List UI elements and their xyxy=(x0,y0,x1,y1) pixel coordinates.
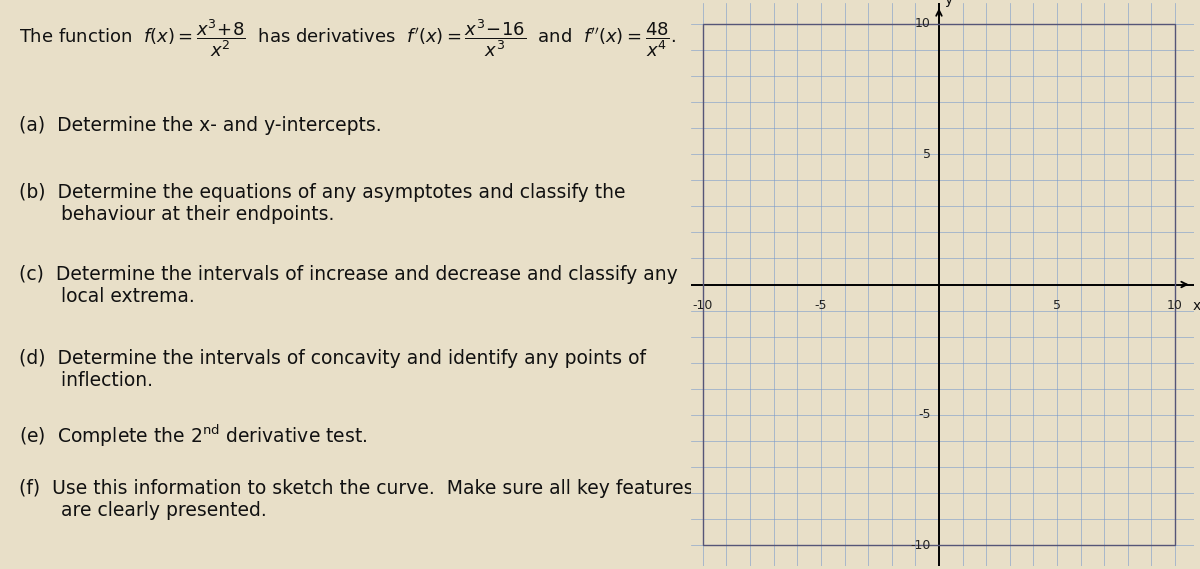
Text: y: y xyxy=(944,0,953,7)
Text: (c)  Determine the intervals of increase and decrease and classify any
       lo: (c) Determine the intervals of increase … xyxy=(19,265,678,306)
Text: 10: 10 xyxy=(914,17,931,30)
Text: 10: 10 xyxy=(1168,299,1183,312)
Text: The function  $f(x)=\dfrac{x^3\!+\!8}{x^2}$  has derivatives  $f'(x)=\dfrac{x^3\: The function $f(x)=\dfrac{x^3\!+\!8}{x^2… xyxy=(19,17,676,59)
Text: -5: -5 xyxy=(815,299,827,312)
Text: (d)  Determine the intervals of concavity and identify any points of
       infl: (d) Determine the intervals of concavity… xyxy=(19,349,646,390)
Text: -5: -5 xyxy=(918,409,931,422)
Text: -10: -10 xyxy=(692,299,713,312)
Text: x: x xyxy=(1193,299,1200,313)
Text: (f)  Use this information to sketch the curve.  Make sure all key features
     : (f) Use this information to sketch the c… xyxy=(19,479,694,520)
Text: (a)  Determine the x- and y-intercepts.: (a) Determine the x- and y-intercepts. xyxy=(19,116,382,134)
Text: 5: 5 xyxy=(1054,299,1061,312)
Text: 5: 5 xyxy=(923,147,931,160)
Text: (b)  Determine the equations of any asymptotes and classify the
       behaviour: (b) Determine the equations of any asymp… xyxy=(19,183,625,224)
Text: -10: -10 xyxy=(911,539,931,552)
Text: (e)  Complete the 2$^{\mathregular{nd}}$ derivative test.: (e) Complete the 2$^{\mathregular{nd}}$ … xyxy=(19,423,367,449)
